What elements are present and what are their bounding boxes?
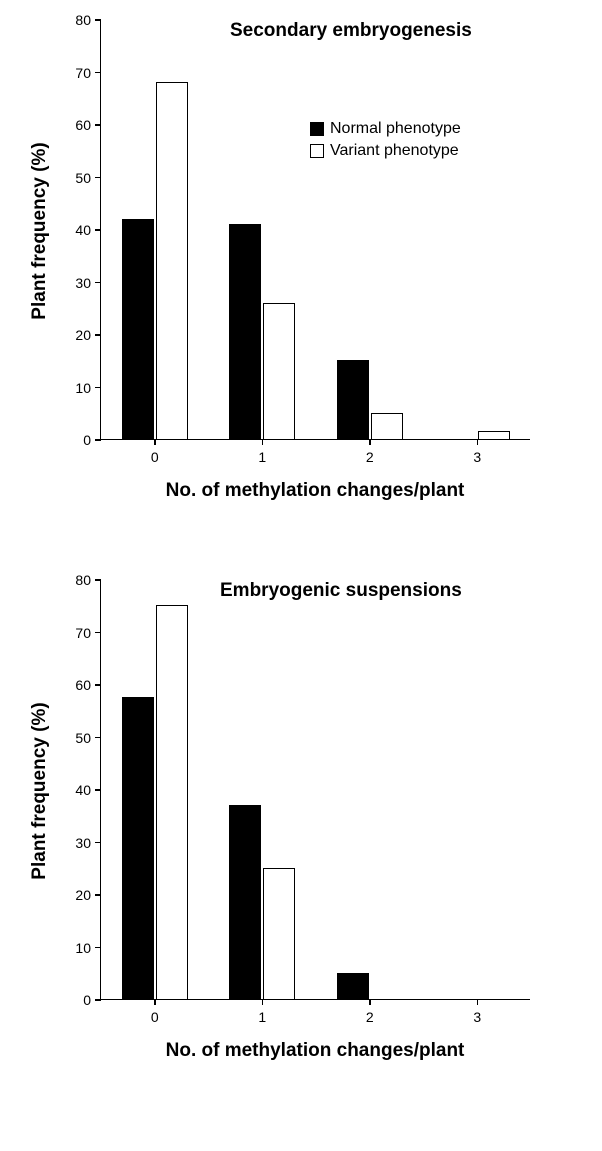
x-axis-label: No. of methylation changes/plant: [166, 480, 465, 502]
y-tick-label: 30: [75, 835, 101, 851]
y-tick-label: 70: [75, 65, 101, 81]
bar-normal: [229, 224, 261, 439]
y-tick-label: 50: [75, 170, 101, 186]
bar-normal: [337, 360, 369, 439]
x-tick-label: 0: [151, 439, 159, 465]
x-tick-label: 1: [258, 439, 266, 465]
chart-title: Secondary embryogenesis: [230, 20, 472, 42]
y-tick-label: 80: [75, 572, 101, 588]
chart-title: Embryogenic suspensions: [220, 580, 462, 602]
bar-normal: [122, 219, 154, 440]
y-tick-label: 50: [75, 730, 101, 746]
bar-variant: [156, 605, 188, 999]
y-tick-label: 0: [83, 992, 101, 1008]
bar-variant: [478, 431, 510, 439]
legend-swatch-normal: [310, 122, 324, 136]
chart-panel-1: 010203040506070800123Embryogenic suspens…: [0, 560, 602, 1120]
plot-area: 010203040506070800123: [100, 20, 530, 440]
y-tick-label: 40: [75, 222, 101, 238]
y-tick-label: 10: [75, 380, 101, 396]
y-tick-label: 30: [75, 275, 101, 291]
x-tick-label: 2: [366, 439, 374, 465]
x-tick-label: 0: [151, 999, 159, 1025]
legend-item-variant: Variant phenotype: [310, 142, 461, 160]
y-axis-label: Plant frequency (%): [29, 131, 51, 331]
x-axis-label: No. of methylation changes/plant: [166, 1040, 465, 1062]
legend-label-normal: Normal phenotype: [330, 120, 461, 138]
x-tick-label: 2: [366, 999, 374, 1025]
bar-normal: [122, 697, 154, 999]
y-tick-label: 70: [75, 625, 101, 641]
bar-variant: [371, 413, 403, 439]
bar-normal: [337, 973, 369, 999]
y-tick-label: 0: [83, 432, 101, 448]
y-tick-label: 40: [75, 782, 101, 798]
bar-normal: [229, 805, 261, 999]
bar-variant: [156, 82, 188, 439]
y-axis-label: Plant frequency (%): [29, 691, 51, 891]
y-tick-label: 60: [75, 677, 101, 693]
legend: Normal phenotype Variant phenotype: [310, 120, 461, 164]
y-tick-label: 10: [75, 940, 101, 956]
bar-variant: [263, 303, 295, 440]
legend-swatch-variant: [310, 144, 324, 158]
legend-label-variant: Variant phenotype: [330, 142, 459, 160]
y-tick-label: 60: [75, 117, 101, 133]
chart-panel-0: 010203040506070800123Secondary embryogen…: [0, 0, 602, 560]
x-tick-label: 3: [473, 439, 481, 465]
plot-area: 010203040506070800123: [100, 580, 530, 1000]
x-tick-label: 1: [258, 999, 266, 1025]
legend-item-normal: Normal phenotype: [310, 120, 461, 138]
x-tick-label: 3: [473, 999, 481, 1025]
y-tick-label: 80: [75, 12, 101, 28]
bar-variant: [263, 868, 295, 999]
y-tick-label: 20: [75, 887, 101, 903]
y-tick-label: 20: [75, 327, 101, 343]
